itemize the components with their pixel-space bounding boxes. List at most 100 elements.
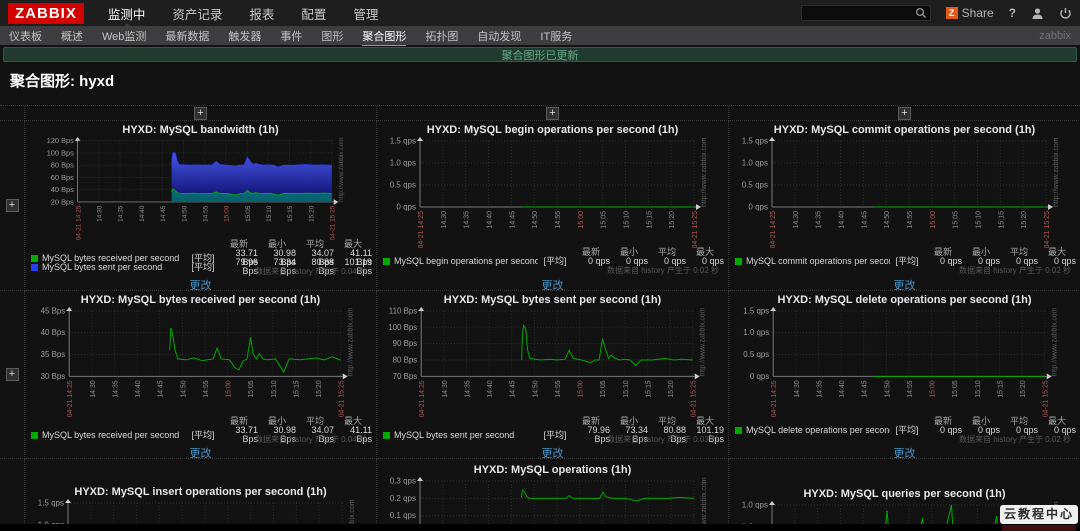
- add-column-button[interactable]: +: [546, 106, 559, 120]
- svg-text:15:20: 15:20: [669, 211, 676, 229]
- svg-text:15:20: 15:20: [316, 380, 323, 397]
- user-icon[interactable]: [1031, 7, 1044, 20]
- grid-gutter-cell-row-0: +: [0, 121, 25, 291]
- subnav-item-1[interactable]: 概述: [61, 31, 83, 43]
- legend-stat-value: 0 qps: [1053, 425, 1076, 435]
- subnav-item-0[interactable]: 仪表板: [9, 31, 42, 43]
- svg-text:100 Bps: 100 Bps: [47, 148, 74, 157]
- svg-text:15:10: 15:10: [976, 211, 983, 229]
- legend-stat-header: 平均: [305, 239, 324, 249]
- topbar-menu-item-3[interactable]: 配置: [301, 7, 327, 22]
- change-link[interactable]: 更改: [189, 280, 212, 291]
- topbar-menu-item-2[interactable]: 报表: [249, 7, 275, 22]
- legend-stat-header: 最新: [933, 416, 952, 426]
- change-link[interactable]: 更改: [541, 448, 564, 459]
- zabbix-logo[interactable]: ZABBIX: [8, 2, 84, 24]
- change-link[interactable]: 更改: [541, 280, 564, 291]
- legend-stat-header: 平均: [657, 416, 676, 426]
- svg-text:30 Bps: 30 Bps: [41, 372, 66, 381]
- svg-text:14:30: 14:30: [441, 211, 448, 229]
- search-input[interactable]: [804, 7, 915, 19]
- logout-icon[interactable]: [1059, 7, 1072, 20]
- help-icon[interactable]: ?: [1008, 6, 1016, 20]
- svg-text:80 Bps: 80 Bps: [51, 161, 74, 170]
- subnav-item-10[interactable]: IT服务: [540, 31, 573, 43]
- subnav-item-8[interactable]: 拓扑图: [425, 31, 459, 43]
- search-icon[interactable]: [915, 7, 927, 19]
- legend-stat-value: 0 qps: [587, 256, 610, 266]
- svg-text:0.3 qps: 0.3 qps: [390, 477, 416, 486]
- add-row-button[interactable]: +: [5, 368, 19, 381]
- legend-color-swatch: [735, 258, 742, 265]
- legend-header: 最新 最小 平均 最大: [380, 417, 725, 426]
- subnav-item-7[interactable]: 聚合图形: [362, 26, 407, 46]
- svg-text:15:20: 15:20: [1021, 211, 1028, 229]
- svg-text:14:50: 14:50: [181, 205, 188, 222]
- legend-series-name: MySQL commit operations per second: [746, 257, 890, 266]
- chart-cell-begin-ops: HYXD: MySQL begin operations per second …: [377, 121, 729, 291]
- svg-text:04-21 14:25: 04-21 14:25: [418, 211, 425, 248]
- legend-series-name: MySQL begin operations per second: [394, 257, 538, 266]
- svg-text:15:05: 15:05: [953, 211, 960, 229]
- legend-row: MySQL commit operations per second [平均] 0 …: [732, 257, 1077, 266]
- chart-title: HYXD: MySQL bandwidth (1h): [122, 124, 279, 136]
- change-link[interactable]: 更改: [893, 280, 916, 291]
- subnav-item-3[interactable]: 最新数据: [165, 31, 210, 43]
- add-row-button[interactable]: +: [5, 199, 19, 212]
- svg-text:15:05: 15:05: [248, 380, 255, 397]
- share-label: Share: [961, 6, 994, 20]
- subnav-item-4[interactable]: 触发器: [228, 31, 262, 43]
- svg-text:14:35: 14:35: [464, 380, 471, 397]
- legend-stat-value: 73.34 Bps: [273, 257, 296, 276]
- legend-stat-header: 最大: [695, 247, 714, 257]
- svg-text:14:55: 14:55: [555, 380, 562, 397]
- svg-text:14:40: 14:40: [487, 380, 494, 397]
- add-column-button[interactable]: +: [194, 106, 207, 120]
- svg-text:14:30: 14:30: [794, 380, 801, 397]
- svg-text:http://www.zabbix.com: http://www.zabbix.com: [1053, 137, 1060, 207]
- legend-stat-header: 最大: [1047, 247, 1066, 257]
- legend-avg-label: [平均]: [191, 429, 215, 440]
- change-link[interactable]: 更改: [189, 448, 212, 459]
- svg-text:14:35: 14:35: [816, 380, 823, 397]
- subnav-item-6[interactable]: 图形: [321, 31, 344, 43]
- subnav-item-2[interactable]: Web监测: [102, 31, 147, 43]
- screen-grid: + + + + HYXD: MySQL bandwidth (1h) 120 Bps 100…: [0, 105, 1080, 531]
- svg-text:14:45: 14:45: [510, 380, 517, 397]
- share-button[interactable]: Z Share: [945, 6, 994, 20]
- svg-text:0 qps: 0 qps: [748, 203, 768, 212]
- legend-stat-value: 34.07 Bps: [311, 425, 334, 444]
- status-banner: 聚合图形已更新: [3, 47, 1077, 62]
- svg-text:14:55: 14:55: [203, 380, 210, 397]
- legend-stat-value: 0 qps: [625, 256, 648, 266]
- topbar-menu-item-1[interactable]: 资产记录: [172, 7, 223, 22]
- legend-stat-value: 30.98 Bps: [273, 425, 296, 444]
- legend-stat-header: 最新: [229, 416, 248, 426]
- legend-stat-value: 33.71 Bps: [235, 425, 258, 444]
- svg-text:14:30: 14:30: [97, 205, 104, 222]
- subnav-item-5[interactable]: 事件: [280, 31, 303, 43]
- legend-stat-header: 最小: [619, 416, 638, 426]
- svg-text:1.0 qps: 1.0 qps: [390, 159, 416, 168]
- chart-cell-insert-ops: HYXD: MySQL insert operations per second…: [25, 459, 377, 531]
- legend-stat-value: 0 qps: [1015, 425, 1038, 435]
- svg-text:14:40: 14:40: [487, 211, 494, 229]
- subnav-item-9[interactable]: 自动发现: [477, 31, 522, 43]
- add-column-button[interactable]: +: [898, 106, 911, 120]
- chart-cell-commit-ops: HYXD: MySQL commit operations per second…: [729, 121, 1080, 291]
- chart-title: HYXD: MySQL insert operations per second…: [74, 486, 327, 498]
- topbar-menu-item-0[interactable]: 监测中: [108, 4, 145, 28]
- topbar-menu-item-4[interactable]: 管理: [353, 7, 379, 22]
- svg-text:0 qps: 0 qps: [750, 372, 769, 381]
- legend-stat-header: 最小: [971, 247, 990, 257]
- change-link[interactable]: 更改: [893, 448, 916, 459]
- search-box[interactable]: [800, 5, 931, 21]
- svg-text:120 Bps: 120 Bps: [47, 137, 74, 145]
